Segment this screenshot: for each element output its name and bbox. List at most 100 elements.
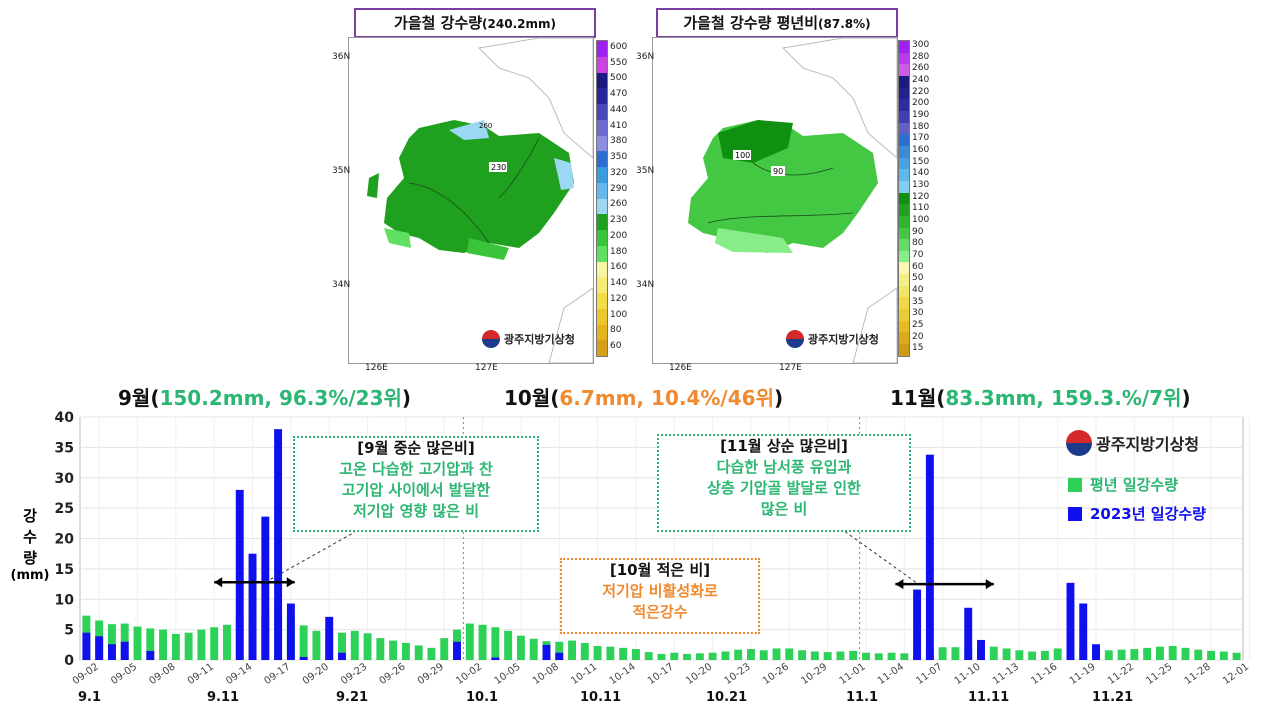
normal-precip-bar (1207, 650, 1216, 660)
x-tick-label: 10-14 (608, 661, 638, 687)
normal-precip-bar (619, 647, 628, 660)
bottom-label-9-21: 9.21 (336, 690, 369, 705)
lat-34: 34N (332, 280, 351, 290)
colorbar-segment (899, 227, 909, 240)
colorbar-segment (899, 41, 909, 53)
normal-precip-bar (1028, 651, 1037, 660)
colorbar-label: 160 (610, 262, 628, 273)
colorbar-label: 380 (610, 136, 628, 147)
normal-precip-bar (107, 624, 116, 660)
x-tick-label: 11-01 (838, 661, 868, 687)
normal-precip-bar (478, 624, 487, 660)
colorbar-label: 280 (912, 51, 930, 62)
normal-precip-bar (516, 635, 525, 660)
normal-precip-bar (504, 630, 513, 660)
x-tick-label: 11-07 (914, 661, 944, 687)
colorbar-segment (899, 145, 909, 158)
normal-precip-bar (299, 625, 308, 660)
colorbar-label: 60 (610, 341, 622, 352)
x-tick-label: 09-26 (378, 661, 408, 687)
normal-precip-bar (414, 645, 423, 660)
normal-precip-bar (210, 627, 219, 660)
bottom-label-11-11: 11.11 (968, 690, 1010, 705)
annotation-oct: [10월 적은 비] 저기압 비활성화로 적은강수 (560, 558, 760, 634)
x-tick-label: 10-08 (531, 661, 561, 687)
colorbar-segment (597, 308, 607, 325)
normal-precip-bar (1194, 649, 1203, 660)
x-tick-label: 09-02 (71, 661, 101, 687)
arrow-nov-period-head-right (985, 579, 994, 590)
x-tick-label: 10-11 (569, 661, 599, 687)
normal-precip-bar (401, 642, 410, 660)
legend-normal-swatch (1068, 477, 1082, 492)
lon-126-b: 126E (669, 363, 692, 373)
x-tick-label: 11-10 (953, 661, 983, 687)
normal-precip-bar (1040, 650, 1049, 660)
normal-precip-bar (900, 653, 909, 660)
x-tick-label: 09-23 (339, 661, 369, 687)
colorbar-segment (597, 104, 607, 120)
colorbar-label: 100 (912, 214, 930, 225)
x-tick-label: 09-08 (147, 661, 177, 687)
colorbar-label: 130 (912, 179, 930, 190)
colorbar-segment (597, 277, 607, 293)
colorbar-segment (899, 64, 909, 76)
colorbar-segment (899, 87, 909, 100)
normal-precip-bar (223, 624, 231, 660)
normal-precip-bar (1168, 646, 1177, 660)
x-tick-label: 09-05 (109, 661, 139, 687)
month-header-oct: 10월(6.7mm, 10.4%/46위) (504, 386, 784, 410)
legend-normal: 평년 일강수량 (1068, 474, 1178, 495)
y-tick-label: 5 (64, 623, 74, 639)
normal-precip-bar (759, 650, 768, 660)
kma-emblem-icon (1066, 430, 1092, 456)
normal-precip-bar (938, 647, 947, 660)
normal-precip-bar (657, 653, 666, 660)
precip-2023-bar (107, 644, 116, 660)
normal-precip-bar (1130, 649, 1139, 660)
colorbar-label: 25 (912, 319, 924, 330)
precip-2023-bar (261, 516, 270, 660)
precip-2023-bar (235, 489, 244, 660)
precip-2023-bar (1079, 603, 1088, 660)
colorbar-segment (597, 214, 607, 230)
colorbar-label: 140 (912, 168, 930, 179)
colorbar-label: 50 (912, 273, 924, 284)
colorbar-segment (597, 245, 607, 262)
colorbar-label: 200 (610, 230, 628, 241)
normal-precip-bar (1002, 648, 1011, 660)
colorbar-segment (899, 320, 909, 333)
bottom-label-9-11: 9.11 (207, 690, 240, 705)
normal-precip-bar (836, 651, 845, 660)
kma-emblem-icon (786, 330, 804, 348)
colorbar-segment (899, 297, 909, 310)
normal-precip-bar (670, 652, 679, 660)
colorbar-label: 220 (912, 86, 930, 97)
normal-precip-bar (798, 650, 807, 660)
colorbar-label: 60 (912, 261, 924, 272)
colorbar-segment (597, 135, 607, 152)
colorbar-segment (899, 332, 909, 345)
colorbar-label: 350 (610, 152, 628, 163)
colorbar-segment (597, 119, 607, 136)
annotation-nov: [11월 상순 많은비] 다습한 남서풍 유입과 상층 기압골 발달로 인한 많… (657, 434, 911, 532)
colorbar-label: 470 (610, 89, 628, 100)
colorbar-label: 120 (912, 191, 930, 202)
precip-2023-bar (274, 429, 283, 660)
y-tick-label: 20 (55, 532, 75, 548)
legend-2023-swatch (1068, 506, 1082, 521)
lon-126: 126E (365, 363, 388, 373)
colorbar-segment (597, 340, 607, 356)
normal-precip-bar (951, 647, 960, 660)
colorbar-label: 90 (912, 226, 924, 237)
colorbar-segment (899, 75, 909, 88)
colorbar-segment (899, 309, 909, 321)
colorbar-label: 190 (912, 109, 930, 120)
colorbar-label: 200 (912, 98, 930, 109)
precip-2023-bar (542, 644, 551, 660)
normal-precip-bar (568, 640, 577, 660)
normal-precip-bar (146, 628, 155, 660)
x-tick-label: 10-29 (799, 661, 829, 687)
bottom-label-11-1: 11.1 (846, 690, 879, 705)
colorbar-segment (899, 157, 909, 170)
